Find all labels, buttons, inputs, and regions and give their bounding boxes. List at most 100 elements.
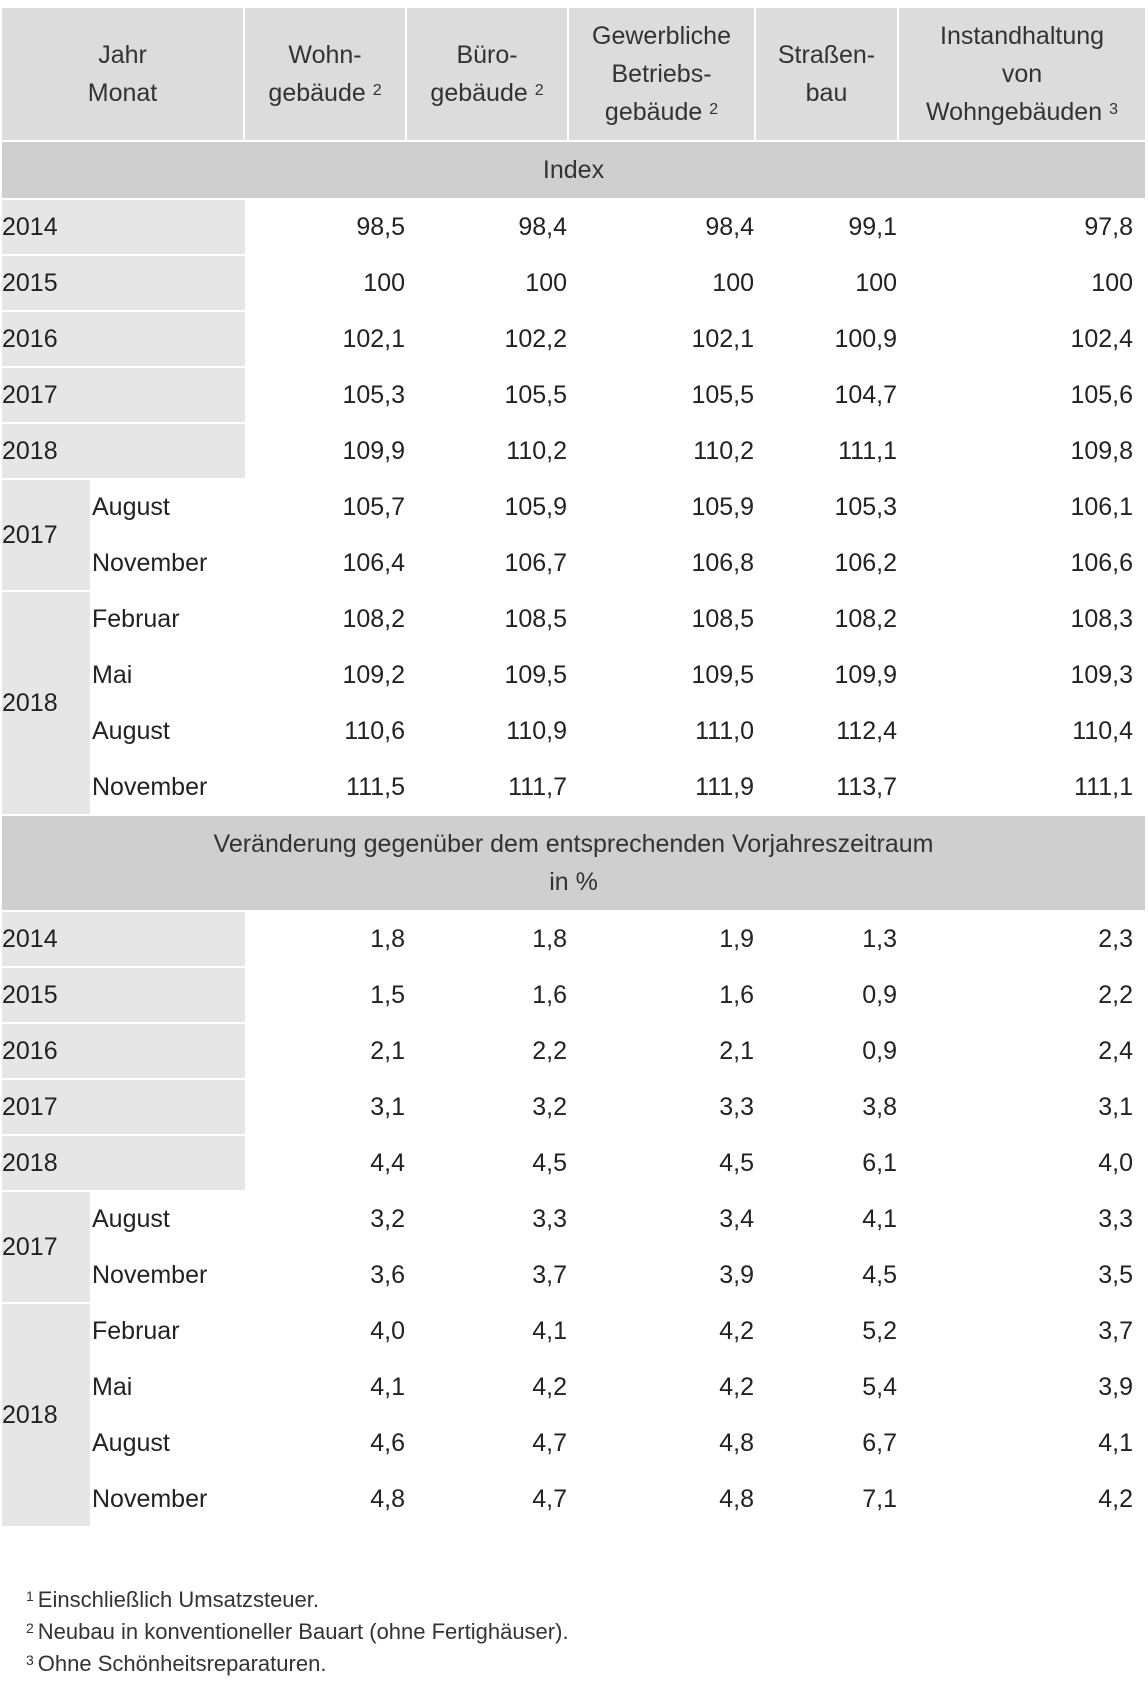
value-cell: 112,4 xyxy=(754,702,900,760)
price-index-table: Jahr Monat Wohn- gebäude 2 Büro- gebäude… xyxy=(0,6,1148,1528)
value-cell: 5,4 xyxy=(754,1358,900,1416)
table-row: 2017 105,3 105,5 105,5 104,7 105,6 xyxy=(0,366,1148,424)
value-cell: 1,9 xyxy=(567,910,757,968)
year-group-cell: 2017 xyxy=(0,1190,92,1304)
table-row: 2017 3,1 3,2 3,3 3,8 3,1 xyxy=(0,1078,1148,1136)
section-header-row: Veränderung gegenüber dem entsprechenden… xyxy=(0,814,1148,912)
section-title-line: Index xyxy=(542,156,605,184)
header-year-label: Jahr xyxy=(98,41,147,69)
year-cell: 2015 xyxy=(0,966,246,1024)
header-line: Büro- xyxy=(456,41,518,69)
value-cell: 98,4 xyxy=(567,198,757,256)
header-instandhaltung: Instandhaltung von Wohngebäuden 3 xyxy=(897,6,1148,142)
table-row: November 4,8 4,7 4,8 7,1 4,2 xyxy=(1,1470,1148,1528)
table-row: 2017 August 105,7 105,9 105,9 105,3 106,1 xyxy=(0,478,1148,592)
header-month-label: Monat xyxy=(87,79,158,107)
month-cell: August xyxy=(89,1190,246,1248)
section-title: Veränderung gegenüber dem entsprechenden… xyxy=(0,814,1148,912)
header-line: Wohn- xyxy=(288,41,362,69)
header-year-month: Jahr Monat xyxy=(0,6,246,142)
year-cell: 2014 xyxy=(0,910,246,968)
section-title-line: in % xyxy=(549,868,598,896)
year-cell: 2018 xyxy=(0,422,246,480)
value-cell: 100 xyxy=(567,254,757,312)
value-cell: 2,1 xyxy=(243,1022,408,1080)
month-cell: November xyxy=(89,1246,246,1304)
header-line: von xyxy=(1001,60,1043,88)
footnote-ref: 2 xyxy=(372,82,382,99)
value-cell: 3,9 xyxy=(897,1358,1148,1416)
value-cell: 110,4 xyxy=(897,702,1148,760)
value-cell: 4,4 xyxy=(243,1134,408,1192)
value-cell: 4,2 xyxy=(405,1358,570,1416)
value-cell: 106,1 xyxy=(897,478,1148,536)
header-gewerbliche-betriebsgebaeude: Gewerbliche Betriebs- gebäude 2 xyxy=(567,6,757,142)
table-row: 2018 Februar 108,2 108,5 108,5 108,2 108,3 xyxy=(0,590,1148,816)
value-cell: 111,0 xyxy=(567,702,757,760)
table-row: 2015 1,5 1,6 1,6 0,9 2,2 xyxy=(0,966,1148,1024)
month-cell: Februar xyxy=(89,1302,246,1360)
value-cell: 104,7 xyxy=(754,366,900,424)
value-cell: 108,5 xyxy=(567,590,757,648)
year-cell: 2017 xyxy=(0,1078,246,1136)
value-cell: 3,1 xyxy=(897,1078,1148,1136)
value-cell: 105,9 xyxy=(405,478,570,536)
header-line: Instandhaltung xyxy=(940,22,1105,50)
value-cell: 4,5 xyxy=(567,1134,757,1192)
month-cell: Februar xyxy=(89,590,246,648)
value-cell: 4,5 xyxy=(754,1246,900,1304)
section-header-row: Index xyxy=(0,140,1148,200)
footnotes: 1 Einschließlich Umsatzsteuer. 2 Neubau in… xyxy=(26,1584,569,1680)
footnote-ref: 2 xyxy=(709,101,719,118)
value-cell: 100 xyxy=(243,254,408,312)
value-cell: 3,6 xyxy=(243,1246,408,1304)
table-row: Mai 4,1 4,2 4,2 5,4 3,9 xyxy=(1,1358,1148,1416)
table-row: 2018 4,4 4,5 4,5 6,1 4,0 xyxy=(0,1134,1148,1192)
month-cell: November xyxy=(89,758,246,816)
header-line: bau xyxy=(805,79,848,107)
value-cell: 2,4 xyxy=(897,1022,1148,1080)
header-line: Betriebs- xyxy=(611,60,712,88)
value-cell: 108,3 xyxy=(897,590,1148,648)
header-row: Jahr Monat Wohn- gebäude 2 Büro- gebäude… xyxy=(0,6,1148,142)
table-row: 2016 2,1 2,2 2,1 0,9 2,4 xyxy=(0,1022,1148,1080)
table-row: November 111,5 111,7 111,9 113,7 111,1 xyxy=(1,758,1148,816)
value-cell: 1,6 xyxy=(405,966,570,1024)
value-cell: 5,2 xyxy=(754,1302,900,1360)
header-line: Wohngebäuden xyxy=(926,98,1103,126)
year-group-cell: 2018 xyxy=(0,1302,92,1528)
value-cell: 3,9 xyxy=(567,1246,757,1304)
value-cell: 105,5 xyxy=(405,366,570,424)
value-cell: 4,2 xyxy=(567,1302,757,1360)
value-cell: 110,2 xyxy=(405,422,570,480)
value-cell: 111,7 xyxy=(405,758,570,816)
value-cell: 2,1 xyxy=(567,1022,757,1080)
value-cell: 111,1 xyxy=(897,758,1148,816)
value-cell: 106,7 xyxy=(405,534,570,592)
month-cell: August xyxy=(89,478,246,536)
year-cell: 2018 xyxy=(0,1134,246,1192)
value-cell: 4,2 xyxy=(897,1470,1148,1528)
value-cell: 110,2 xyxy=(567,422,757,480)
year-cell: 2015 xyxy=(0,254,246,312)
value-cell: 6,1 xyxy=(754,1134,900,1192)
value-cell: 98,5 xyxy=(243,198,408,256)
section-title: Index xyxy=(0,140,1148,200)
table-row: 2016 102,1 102,2 102,1 100,9 102,4 xyxy=(0,310,1148,368)
value-cell: 0,9 xyxy=(754,1022,900,1080)
value-cell: 1,8 xyxy=(243,910,408,968)
value-cell: 109,5 xyxy=(567,646,757,704)
table-body: Index 2014 98,5 98,4 98,4 99,1 97,8 2015 100 100 1… xyxy=(0,140,1148,1528)
value-cell: 108,5 xyxy=(405,590,570,648)
value-cell: 105,5 xyxy=(567,366,757,424)
table-row: 2017 August 3,2 3,3 3,4 4,1 3,3 xyxy=(0,1190,1148,1304)
value-cell: 3,7 xyxy=(897,1302,1148,1360)
value-cell: 105,3 xyxy=(754,478,900,536)
footnote-ref: 2 xyxy=(534,82,544,99)
value-cell: 110,9 xyxy=(405,702,570,760)
value-cell: 105,9 xyxy=(567,478,757,536)
value-cell: 4,1 xyxy=(897,1414,1148,1472)
value-cell: 106,6 xyxy=(897,534,1148,592)
value-cell: 3,7 xyxy=(405,1246,570,1304)
footnote-number: 3 xyxy=(26,1652,34,1668)
